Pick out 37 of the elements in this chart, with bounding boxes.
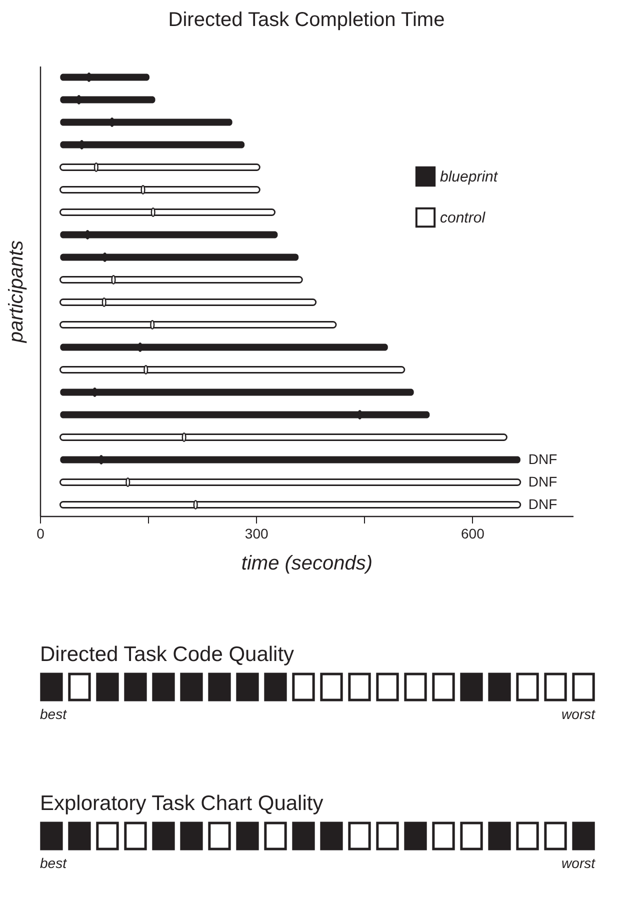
bar bbox=[60, 141, 245, 148]
bar bbox=[60, 231, 278, 238]
bar bbox=[59, 478, 522, 486]
bar bbox=[60, 388, 414, 396]
x-axis-title: time (seconds) bbox=[241, 552, 373, 574]
text: best bbox=[40, 855, 68, 871]
bar bbox=[59, 276, 303, 284]
chart-title: Exploratory Task Chart Quality bbox=[40, 792, 324, 815]
bar bbox=[59, 186, 260, 194]
bar bbox=[59, 321, 337, 328]
bar bbox=[59, 501, 522, 508]
y-axis-title: participants bbox=[6, 240, 28, 344]
data-label: DNF bbox=[528, 473, 558, 490]
legend-label: control bbox=[440, 210, 486, 226]
x-tick-label: 600 bbox=[460, 526, 485, 542]
legend-label: blueprint bbox=[440, 168, 498, 186]
bar bbox=[60, 118, 232, 126]
bar bbox=[59, 164, 260, 171]
x-tick-label: 300 bbox=[244, 526, 268, 542]
bar bbox=[60, 456, 520, 464]
data-label: DNF bbox=[528, 496, 558, 512]
bar bbox=[60, 254, 299, 261]
x-tick-label: 0 bbox=[36, 526, 45, 542]
bar bbox=[60, 74, 150, 81]
text: worst bbox=[562, 855, 596, 871]
bar bbox=[59, 366, 406, 374]
text: best bbox=[40, 706, 68, 722]
bar bbox=[60, 411, 430, 418]
bar bbox=[59, 298, 317, 306]
bar bbox=[60, 96, 156, 104]
bar bbox=[60, 344, 388, 351]
bar bbox=[59, 434, 508, 441]
text: worst bbox=[562, 706, 596, 722]
chart-title: Directed Task Completion Time bbox=[168, 9, 445, 31]
chart-title: Directed Task Code Quality bbox=[40, 642, 295, 666]
bar bbox=[59, 208, 276, 216]
data-label: DNF bbox=[528, 450, 558, 467]
